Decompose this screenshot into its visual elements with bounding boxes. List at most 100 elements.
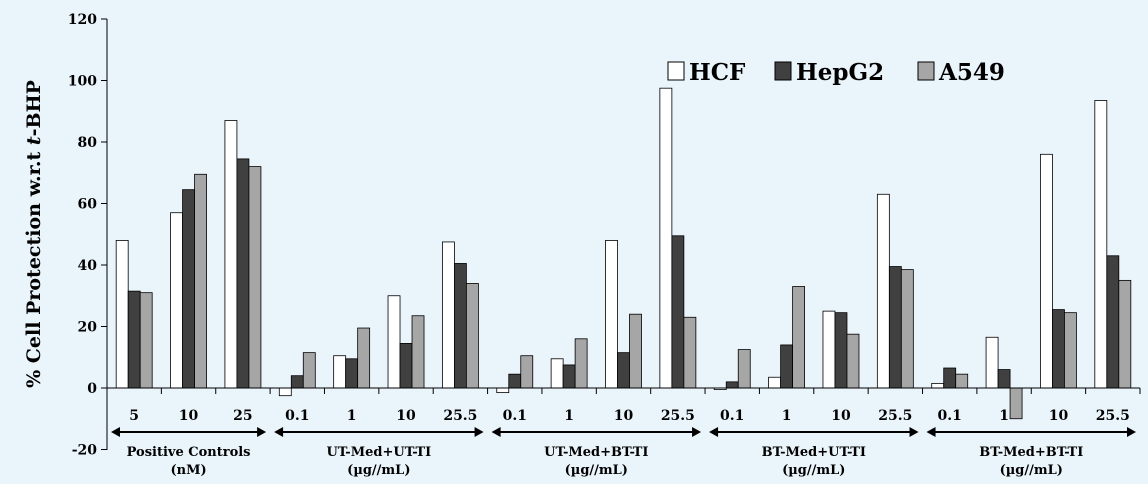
bar-hcf-1 xyxy=(170,212,183,389)
bar-a549-3 xyxy=(302,352,316,389)
bar-a549-15 xyxy=(955,373,969,389)
bar-hepg2-13 xyxy=(834,312,848,389)
group-label-line1: BT-Med+UT-TI xyxy=(762,445,866,460)
group-label-line1: BT-Med+BT-TI xyxy=(979,445,1083,460)
legend-swatch-hcf xyxy=(667,61,685,81)
bar-hcf-14 xyxy=(876,193,890,389)
x-tick-label: 25.5 xyxy=(1096,408,1130,424)
bar-hepg2-15 xyxy=(943,367,957,389)
bar-hcf-13 xyxy=(822,310,836,389)
bar-hcf-17 xyxy=(1040,153,1053,389)
bar-hepg2-0 xyxy=(127,290,141,389)
bar-a549-10 xyxy=(683,316,697,389)
bar-hcf-4 xyxy=(333,355,347,389)
bar-a549-0 xyxy=(139,292,153,389)
y-tick-label: -20 xyxy=(72,443,98,459)
group-arrow-right-head xyxy=(1127,427,1136,437)
bar-hcf-15 xyxy=(931,382,945,389)
bar-a549-18 xyxy=(1118,279,1132,389)
y-axis: -20 0 20 40 60 80 100 120 xyxy=(68,12,108,459)
bar-hcf-8 xyxy=(550,358,564,389)
bar-hepg2-4 xyxy=(345,358,359,389)
group-label-line2: (µg//mL) xyxy=(347,463,410,478)
bar-a549-12 xyxy=(792,286,806,389)
group-arrow-left-head xyxy=(926,427,936,437)
bar-hepg2-7 xyxy=(508,373,522,389)
bar-hepg2-16 xyxy=(997,369,1011,389)
x-tick-label: 0.1 xyxy=(720,408,744,424)
y-tick-label: 0 xyxy=(87,381,97,397)
group-label-line2: (µg//mL) xyxy=(1000,463,1063,478)
bar-hcf-3 xyxy=(278,387,292,397)
y-tick-label: 100 xyxy=(68,74,97,90)
x-tick-label: 25 xyxy=(233,408,252,424)
bar-hepg2-8 xyxy=(562,364,576,389)
y-tick-label: 40 xyxy=(78,258,98,274)
x-tick-label: 0.1 xyxy=(285,408,309,424)
bar-hcf-18 xyxy=(1094,100,1108,389)
x-tick-label: 25.5 xyxy=(443,408,477,424)
bar-hcf-16 xyxy=(985,336,999,389)
x-tick-label: 0.1 xyxy=(503,408,527,424)
x-tick-label: 25.5 xyxy=(661,408,695,424)
group-arrow-left-head xyxy=(709,427,719,437)
legend-label-a549: A549 xyxy=(938,59,1005,86)
legend-swatch-hepg2 xyxy=(774,61,792,81)
bar-hepg2-6 xyxy=(453,263,467,389)
group-arrow-left-head xyxy=(491,427,501,437)
bar-a549-7 xyxy=(520,355,534,389)
bar-a549-14 xyxy=(900,269,914,389)
bar-a549-6 xyxy=(465,283,479,389)
group-labels: Positive Controls (nM) UT-Med+UT-TI (µg//mL… xyxy=(111,427,1136,478)
legend: HCF HepG2 A549 xyxy=(667,59,1005,86)
y-tick-label: 60 xyxy=(78,197,98,213)
bar-a549-2 xyxy=(248,166,262,389)
legend-label-hepg2: HepG2 xyxy=(796,59,884,86)
bar-hepg2-18 xyxy=(1106,255,1120,389)
bar-hepg2-11 xyxy=(725,381,739,389)
bar-hcf-6 xyxy=(441,241,455,389)
x-tick-label: 1 xyxy=(782,408,792,424)
bar-hepg2-1 xyxy=(182,189,195,389)
bar-hcf-0 xyxy=(115,239,129,389)
group-arrow-right-head xyxy=(257,427,267,437)
bar-hcf-7 xyxy=(496,387,510,394)
bar-a549-5 xyxy=(411,315,425,389)
legend-swatch-a549 xyxy=(917,61,935,81)
x-tick-label: 10 xyxy=(614,408,634,424)
bar-a549-11 xyxy=(737,349,751,389)
group-label-line1: Positive Controls xyxy=(127,445,251,460)
group-label-line2: (nM) xyxy=(170,463,206,478)
bar-a549-13 xyxy=(846,333,860,389)
x-tick-label: 1 xyxy=(564,408,574,424)
y-tick-label: 120 xyxy=(68,12,97,28)
legend-label-hcf: HCF xyxy=(689,59,746,86)
bar-hepg2-12 xyxy=(780,344,794,389)
x-tick-label: 10 xyxy=(831,408,851,424)
group-arrow-right-head xyxy=(692,427,702,437)
group-label-line1: UT-Med+BT-TI xyxy=(544,445,648,460)
group-arrow-right-head xyxy=(909,427,919,437)
x-tick-label: 25.5 xyxy=(878,408,912,424)
x-tick-label: 10 xyxy=(1049,408,1069,424)
group-label-line2: (µg//mL) xyxy=(565,463,628,478)
bar-hepg2-3 xyxy=(290,375,304,389)
bar-hcf-9 xyxy=(605,239,618,389)
x-tick-label: 5 xyxy=(129,408,139,424)
y-axis-label: % Cell Protection w.r.t t-BHP xyxy=(23,80,45,388)
bar-a549-9 xyxy=(629,313,642,389)
x-tick-label: 1 xyxy=(999,408,1009,424)
group-label-line1: UT-Med+UT-TI xyxy=(326,445,431,460)
group-arrow-left-head xyxy=(111,427,120,437)
x-tick-label: 10 xyxy=(179,408,199,424)
bar-hepg2-5 xyxy=(399,343,413,389)
x-tick-label: 10 xyxy=(396,408,416,424)
bar-hepg2-9 xyxy=(617,352,630,389)
bar-hepg2-2 xyxy=(236,158,250,389)
group-arrow-left-head xyxy=(274,427,284,437)
bar-hcf-12 xyxy=(768,376,782,389)
bar-a549-4 xyxy=(357,327,371,389)
y-tick-label: 80 xyxy=(78,135,98,151)
bar-a549-1 xyxy=(194,173,207,389)
